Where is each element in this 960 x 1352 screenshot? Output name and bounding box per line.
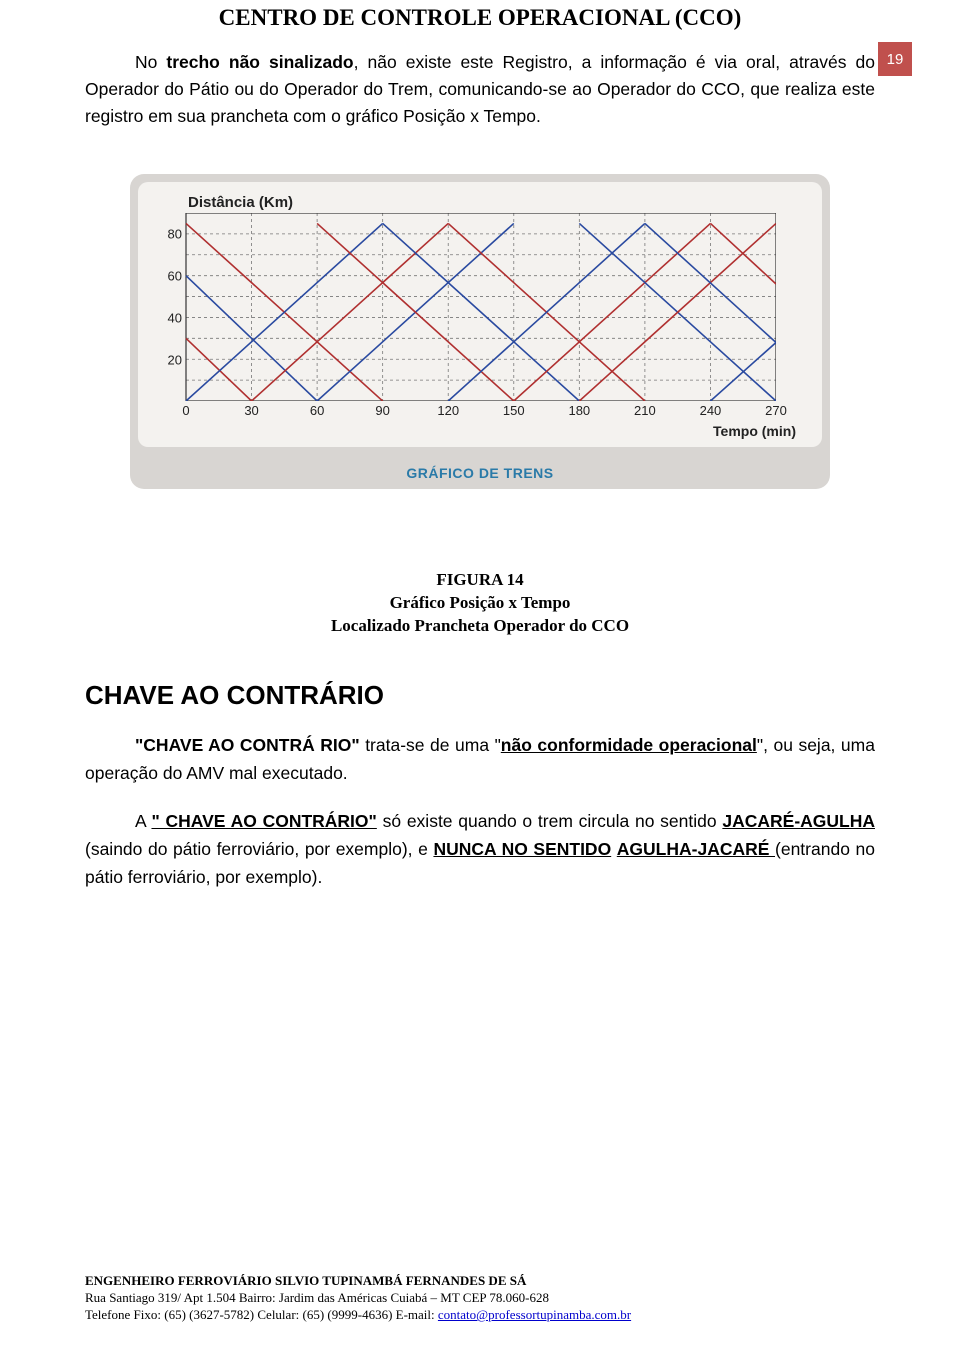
text: No — [135, 52, 166, 72]
x-tick-label: 0 — [182, 403, 189, 418]
chart-container: Distância (Km) 20 40 60 80 0 30 60 90 120 150 180… — [130, 174, 830, 489]
text: (saindo do pátio ferroviário, por exempl… — [85, 839, 433, 859]
x-tick-label: 210 — [634, 403, 656, 418]
x-tick-label: 90 — [375, 403, 389, 418]
figure-number: FIGURA 14 — [85, 569, 875, 592]
page-footer: ENGENHEIRO FERROVIÁRIO SILVIO TUPINAMBÁ … — [85, 1273, 631, 1324]
chart-x-axis-label: Tempo (min) — [156, 423, 804, 439]
x-tick-label: 30 — [244, 403, 258, 418]
x-tick-label: 60 — [310, 403, 324, 418]
text: trata-se de uma " — [360, 735, 501, 755]
x-tick-label: 120 — [437, 403, 459, 418]
quoted-term: "CHAVE AO CONTRÁ RIO" — [135, 735, 360, 755]
text: A — [135, 811, 151, 831]
page-title: CENTRO DE CONTROLE OPERACIONAL (CCO) — [85, 0, 875, 31]
section-heading: CHAVE AO CONTRÁRIO — [85, 680, 875, 711]
chart-plot-area: 20 40 60 80 — [156, 213, 804, 401]
text: só existe quando o trem circula no senti… — [377, 811, 723, 831]
chart-caption: GRÁFICO DE TRENS — [138, 465, 822, 481]
figure-subtitle: Localizado Prancheta Operador do CCO — [85, 615, 875, 638]
x-tick-label: 270 — [765, 403, 787, 418]
text-bold: trecho não sinalizado — [166, 52, 353, 72]
paragraph-intro: No trecho não sinalizado, não existe est… — [85, 49, 875, 130]
y-tick-label: 20 — [168, 352, 182, 367]
paragraph-2: "CHAVE AO CONTRÁ RIO" trata-se de uma "n… — [85, 731, 875, 787]
x-tick-label: 150 — [503, 403, 525, 418]
footer-contact: Telefone Fixo: (65) (3627-5782) Celular:… — [85, 1307, 631, 1324]
chart-y-axis-label: Distância (Km) — [188, 194, 804, 211]
chart-panel: Distância (Km) 20 40 60 80 0 30 60 90 120 150 180… — [138, 182, 822, 447]
chart-x-ticks: 0306090120150180210240270 — [186, 401, 776, 423]
x-tick-label: 240 — [700, 403, 722, 418]
term-jacare-agulha: JACARÉ-AGULHA — [722, 811, 875, 831]
page-number-badge: 19 — [878, 42, 912, 76]
footer-name: ENGENHEIRO FERROVIÁRIO SILVIO TUPINAMBÁ … — [85, 1273, 631, 1290]
y-tick-label: 60 — [168, 269, 182, 284]
figure-title: Gráfico Posição x Tempo — [85, 592, 875, 615]
quoted-term: " CHAVE AO CONTRÁRIO" — [151, 811, 376, 831]
y-tick-label: 40 — [168, 310, 182, 325]
term-agulha-jacare: AGULHA-JACARÉ — [617, 839, 775, 859]
y-tick-label: 80 — [168, 227, 182, 242]
term-nunca: NUNCA NO SENTIDO — [433, 839, 611, 859]
footer-email-link[interactable]: contato@professortupinamba.com.br — [438, 1307, 631, 1322]
footer-address: Rua Santiago 319/ Apt 1.504 Bairro: Jard… — [85, 1290, 631, 1307]
chart-y-ticks: 20 40 60 80 — [156, 213, 186, 401]
x-tick-label: 180 — [568, 403, 590, 418]
underlined-term: não conformidade operacional — [501, 735, 757, 755]
paragraph-3: A " CHAVE AO CONTRÁRIO" só existe quando… — [85, 807, 875, 891]
footer-phone: Telefone Fixo: (65) (3627-5782) Celular:… — [85, 1307, 438, 1322]
figure-caption: FIGURA 14 Gráfico Posição x Tempo Locali… — [85, 569, 875, 638]
